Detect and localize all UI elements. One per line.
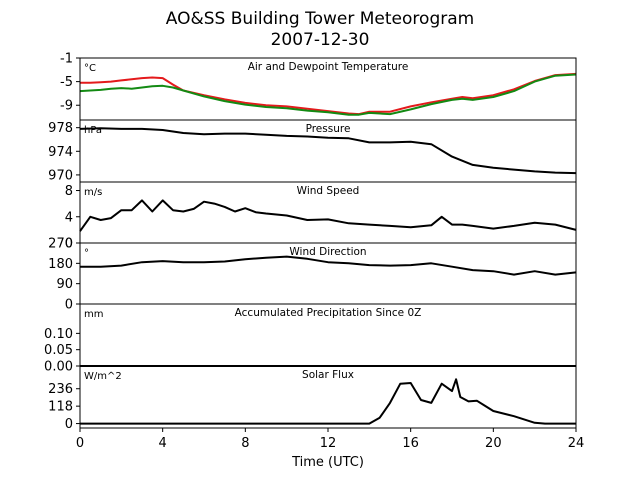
pressure-series-line-0	[79, 127, 577, 175]
temperature-ytick-label-0: -1	[60, 52, 73, 67]
wind_direction-ytick-label-3: 0	[65, 298, 73, 313]
precipitation-unit-label: mm	[84, 309, 103, 320]
chart-title-line1: AO&SS Building Tower Meteorogram	[166, 9, 474, 29]
x-axis: 0 4 8 12 16 20 24	[76, 428, 584, 451]
pressure-ytick-label-1: 974	[48, 145, 73, 160]
precipitation-ytick-label-2: 0.00	[44, 360, 73, 375]
solar_flux-series-line-0	[80, 378, 576, 425]
panel-precipitation: 0.100.05 0.00 mm Accumulated Precipitation …	[44, 303, 577, 375]
chart-title-line2: 2007-12-30	[271, 30, 370, 50]
xtick-label-2: 8	[241, 436, 249, 451]
panels-group: -1-5-9°C Air and Dewpoint Temperature9789…	[44, 52, 577, 432]
xtick-label-6: 24	[568, 436, 585, 451]
temperature-ytick-label-2: -9	[60, 99, 73, 114]
wind_speed-unit-label: m/s	[84, 187, 102, 198]
wind_speed-panel-title: Wind Speed	[297, 185, 360, 197]
panel-temperature: -1 -5 -9 °C Air and Dewpoint Temperature	[60, 52, 577, 121]
wind_direction-ytick-label-0: 270	[48, 237, 73, 252]
wind_speed-ytick-label-1: 4	[65, 210, 73, 225]
temperature-panel-title: Air and Dewpoint Temperature	[248, 61, 409, 73]
wind_direction-ytick-label-2: 90	[56, 277, 73, 292]
temperature-unit-label: °C	[84, 63, 96, 74]
solar_flux-ytick-label-2: 0	[65, 417, 73, 432]
solar_flux-ytick-label-0: 236	[48, 382, 73, 397]
panel-pressure: 978 974 970 hPa Pressure	[48, 119, 577, 183]
pressure-panel-title: Pressure	[306, 123, 351, 135]
precipitation-ytick-label-0: 0.10	[44, 327, 73, 342]
solar_flux-panel-title: Solar Flux	[302, 369, 354, 381]
precipitation-ytick-label-1: 0.05	[44, 343, 73, 358]
pressure-ytick-label-2: 970	[48, 168, 73, 183]
x-axis-label: Time (UTC)	[291, 455, 364, 470]
wind_direction-unit-label: °	[84, 248, 89, 259]
precipitation-panel-title: Accumulated Precipitation Since 0Z	[235, 307, 422, 319]
wind_speed-ytick-label-0: 8	[65, 184, 73, 199]
xtick-label-5: 20	[485, 436, 502, 451]
pressure-ytick-label-0: 978	[48, 121, 73, 136]
pressure-unit-label: hPa	[84, 125, 102, 136]
solar_flux-ytick-label-1: 118	[48, 400, 73, 415]
solar_flux-unit-label: W/m^2	[84, 371, 122, 382]
panel-solar_flux: 236 118 0 W/m^2 Solar Flux	[48, 365, 577, 432]
wind_speed-ytick-label-2: 0	[65, 237, 73, 252]
xtick-label-0: 0	[76, 436, 84, 451]
xtick-label-1: 4	[159, 436, 167, 451]
temperature-series-line-1	[79, 73, 577, 116]
temperature-ytick-label-1: -5	[60, 75, 73, 90]
xtick-label-4: 16	[402, 436, 419, 451]
wind_speed-series-line-0	[79, 199, 577, 232]
wind_direction-series-line-0	[80, 255, 577, 276]
temperature-series-line-0	[80, 72, 577, 116]
xtick-label-3: 12	[320, 436, 337, 451]
panel-wind_direction: 270 180 90 0 ° Wind Direction	[48, 237, 577, 313]
panel-wind_speed: 8 4 0 m/s Wind Speed	[65, 181, 577, 252]
wind_direction-ytick-label-1: 180	[48, 257, 73, 272]
wind_direction-panel-title: Wind Direction	[289, 246, 366, 258]
